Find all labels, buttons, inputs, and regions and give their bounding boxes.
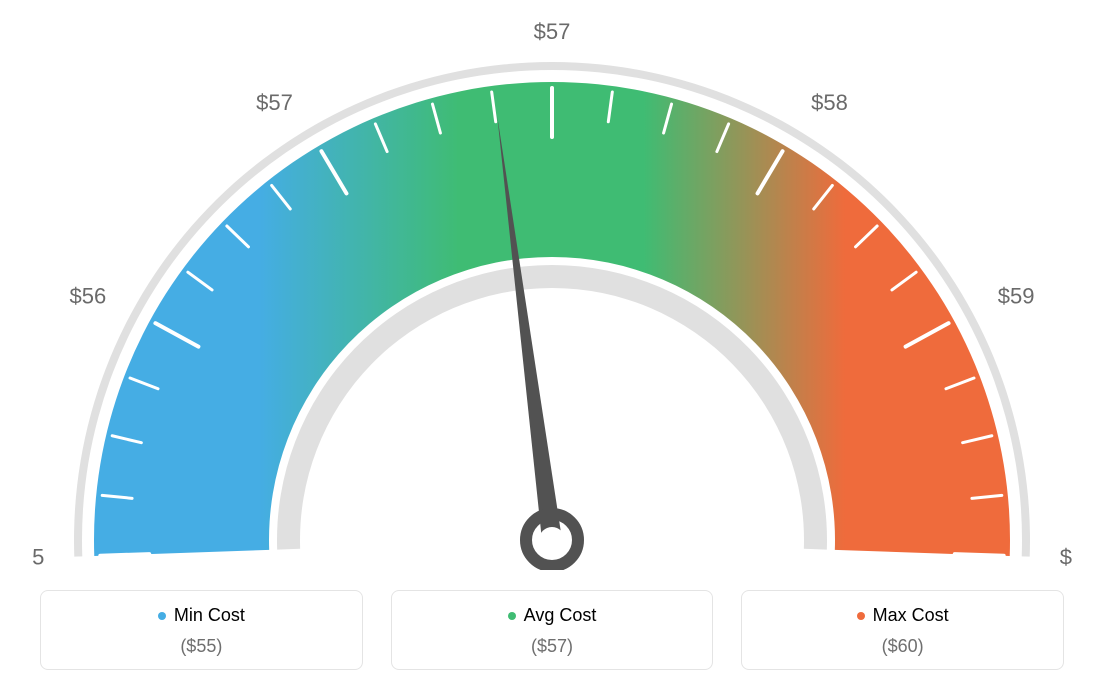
legend-avg-label: Avg Cost [524,605,597,626]
legend-avg: Avg Cost ($57) [391,590,714,670]
svg-text:$58: $58 [811,90,848,115]
gauge-svg: $55 $56 $57 $57 $58 $59 $60 [32,10,1072,570]
svg-text:$55: $55 [32,545,44,570]
gauge: $55 $56 $57 $57 $58 $59 $60 [0,10,1104,570]
svg-text:$60: $60 [1060,545,1072,570]
legend-avg-title: Avg Cost [508,605,597,626]
dot-icon [857,612,865,620]
legend-max-value: ($60) [742,636,1063,657]
legend-max-title: Max Cost [857,605,949,626]
legend-max-label: Max Cost [873,605,949,626]
svg-text:$57: $57 [256,90,293,115]
legend-min: Min Cost ($55) [40,590,363,670]
legend-avg-value: ($57) [392,636,713,657]
dot-icon [158,612,166,620]
dot-icon [508,612,516,620]
legend-max: Max Cost ($60) [741,590,1064,670]
legend-min-title: Min Cost [158,605,245,626]
svg-text:$57: $57 [534,19,571,44]
legend-min-value: ($55) [41,636,362,657]
legend-min-label: Min Cost [174,605,245,626]
svg-text:$56: $56 [70,283,107,308]
cost-gauge-chart: $55 $56 $57 $57 $58 $59 $60 Min Cost ($55) Avg… [0,0,1104,690]
svg-text:$59: $59 [998,283,1035,308]
legend: Min Cost ($55) Avg Cost ($57) Max Cost (… [40,590,1064,670]
